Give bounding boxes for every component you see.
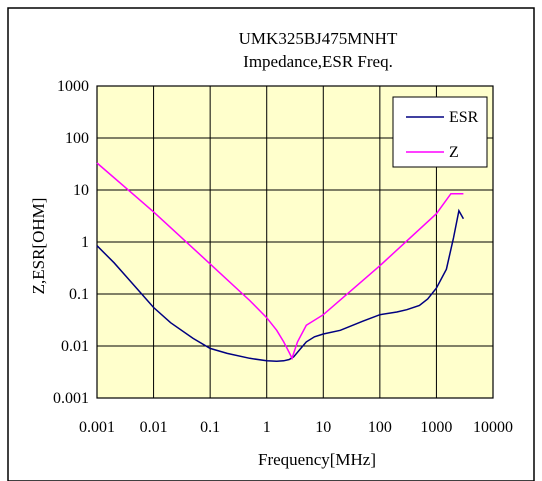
y-tick-label: 10: [73, 182, 89, 199]
x-tick-label: 10000: [473, 419, 513, 436]
x-tick-label: 0.001: [79, 419, 115, 436]
y-tick-label: 1: [81, 234, 89, 251]
x-tick-label: 100: [368, 419, 392, 436]
chart-title: UMK325BJ475MNHT: [239, 29, 398, 48]
legend-box: [392, 96, 488, 168]
x-tick-label: 0.01: [140, 419, 168, 436]
x-tick-label: 1000: [420, 419, 452, 436]
legend-label-esr: ESR: [449, 109, 479, 126]
x-axis-label: Frequency[MHz]: [258, 450, 376, 469]
y-tick-label: 100: [65, 130, 89, 147]
series-line-esr: [96, 208, 465, 362]
x-tick-label: 1: [263, 419, 271, 436]
y-tick-label: 1000: [57, 78, 89, 95]
legend-label-z: Z: [449, 144, 459, 161]
series-line-z: [96, 162, 464, 361]
y-tick-label: 0.01: [61, 338, 89, 355]
x-tick-label: 10: [315, 419, 331, 436]
plot-area: 0.001 0.01 0.1 1 10 100 1000 10000 0.001 0.01 0.1 1…: [53, 78, 513, 436]
y-tick-label: 0.001: [53, 390, 89, 407]
y-tick-label: 0.1: [69, 286, 89, 303]
plot-border: [96, 85, 494, 399]
chart-subtitle: Impedance,ESR Freq.: [243, 52, 393, 71]
y-axis-label: Z,ESR[OHM]: [29, 198, 48, 295]
x-tick-label: 0.1: [200, 419, 220, 436]
